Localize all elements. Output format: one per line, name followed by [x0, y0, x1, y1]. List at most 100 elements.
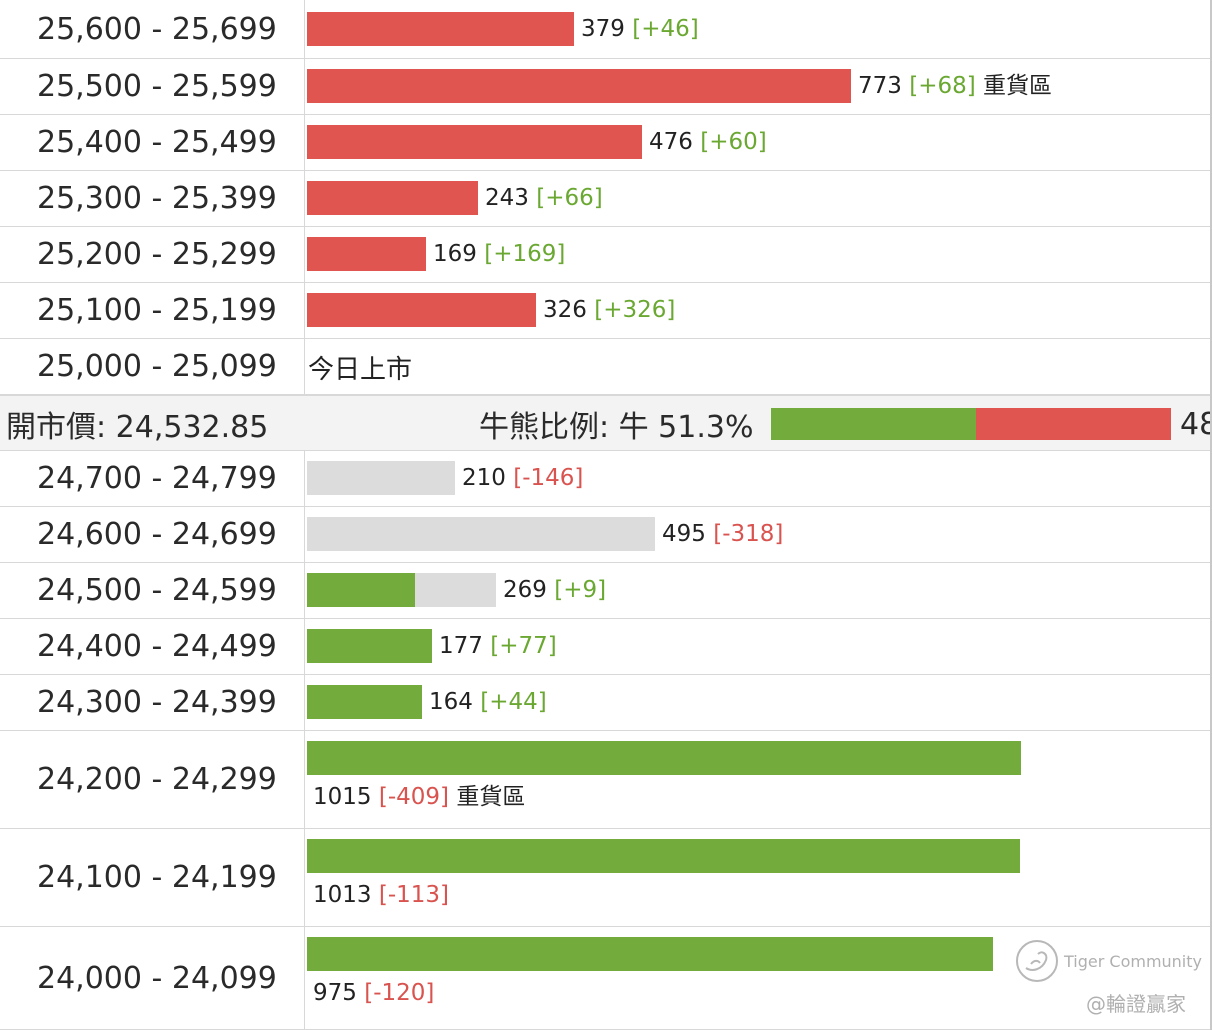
range-label: 25,500 - 25,599 [0, 59, 305, 114]
table-row: 25,400 - 25,499 476 [+60] [0, 115, 1212, 171]
change-label: [+68] [909, 73, 976, 99]
value-label: 210 [462, 465, 506, 491]
data-label: 326 [+326] [543, 293, 675, 327]
open-price-row: 開市價: 24,532.85 牛熊比例: 牛 51.3% 48 [0, 395, 1212, 451]
value-label: 177 [439, 633, 483, 659]
data-label: 1015 [-409] 重貨區 [313, 780, 525, 814]
bar [307, 937, 993, 971]
bar [307, 125, 642, 159]
table-row: 25,600 - 25,699 379 [+46] [0, 0, 1212, 59]
bar [307, 181, 478, 215]
range-label: 25,400 - 25,499 [0, 115, 305, 170]
table-right-border [1210, 0, 1212, 1030]
value-label: 1013 [313, 882, 372, 908]
range-label: 24,400 - 24,499 [0, 619, 305, 674]
bar-cell: 164 [+44] [306, 675, 1212, 730]
range-label: 24,200 - 24,299 [0, 731, 305, 828]
value-label: 169 [433, 241, 477, 267]
value-label: 476 [649, 129, 693, 155]
table-row: 25,100 - 25,199 326 [+326] [0, 283, 1212, 339]
value-label: 269 [503, 577, 547, 603]
watermark: Tiger Community @輪證贏家 [1016, 940, 1206, 1020]
data-label: 1013 [-113] [313, 878, 449, 912]
data-label: 975 [-120] [313, 976, 434, 1010]
change-label: [+46] [632, 16, 699, 42]
range-label: 24,000 - 24,099 [0, 927, 305, 1029]
value-label: 773 [858, 73, 902, 99]
range-label: 24,500 - 24,599 [0, 563, 305, 618]
table-row: 24,500 - 24,599 269 [+9] [0, 563, 1212, 619]
value-label: 495 [662, 521, 706, 547]
table-row: 24,200 - 24,299 1015 [-409] 重貨區 [0, 731, 1212, 829]
bar-cell: 210 [-146] [306, 451, 1212, 506]
change-label: [+60] [700, 129, 767, 155]
bar-cell: 今日上市 [306, 339, 1212, 394]
data-label: 210 [-146] [462, 461, 583, 495]
bar-cell: 476 [+60] [306, 115, 1212, 170]
bar [307, 741, 1021, 775]
range-label: 24,600 - 24,699 [0, 507, 305, 562]
bar-segment-bull [307, 573, 415, 607]
bar [307, 12, 574, 46]
tiger-community-logo-icon [1016, 940, 1058, 982]
table-row: 24,300 - 24,399 164 [+44] [0, 675, 1212, 731]
change-label: [+44] [480, 689, 547, 715]
change-label: [-409] [378, 784, 450, 810]
range-label: 25,600 - 25,699 [0, 0, 305, 58]
table-row: 25,500 - 25,599 773 [+68] 重貨區 [0, 59, 1212, 115]
bear-ratio-segment [976, 408, 1171, 440]
bar [307, 237, 426, 271]
bar-cell: 269 [+9] [306, 563, 1212, 618]
table-row: 24,100 - 24,199 1013 [-113] [0, 829, 1212, 927]
value-label: 379 [581, 16, 625, 42]
table-row: 24,700 - 24,799 210 [-146] [0, 451, 1212, 507]
table-row: 25,200 - 25,299 169 [+169] [0, 227, 1212, 283]
table-row: 24,600 - 24,699 495 [-318] [0, 507, 1212, 563]
bar-cell: 975 [-120] [306, 927, 1212, 1029]
change-label: [-113] [378, 882, 450, 908]
bar [307, 839, 1020, 873]
range-label: 24,100 - 24,199 [0, 829, 305, 926]
change-label: [+169] [484, 241, 566, 267]
range-label: 24,700 - 24,799 [0, 451, 305, 506]
data-label: 269 [+9] [503, 573, 606, 607]
bar-cell: 379 [+46] [306, 0, 1212, 58]
bar [307, 461, 455, 495]
bar [307, 517, 655, 551]
bar-cell: 326 [+326] [306, 283, 1212, 338]
change-label: [+66] [536, 185, 603, 211]
data-label: 177 [+77] [439, 629, 557, 663]
bar-cell: 177 [+77] [306, 619, 1212, 674]
open-price-label: 開市價: 24,532.85 [6, 410, 269, 445]
range-label: 25,300 - 25,399 [0, 171, 305, 226]
heavy-zone-label: 重貨區 [456, 784, 526, 810]
data-label: 243 [+66] [485, 181, 603, 215]
listing-note: 今日上市 [308, 355, 413, 385]
table-row: 24,400 - 24,499 177 [+77] [0, 619, 1212, 675]
table-row: 24,000 - 24,099 975 [-120] [0, 927, 1212, 1030]
heavy-zone-label: 重貨區 [983, 73, 1053, 99]
bar [307, 293, 536, 327]
range-label: 25,000 - 25,099 [0, 339, 305, 394]
bar-cell: 1013 [-113] [306, 829, 1212, 926]
value-label: 164 [429, 689, 473, 715]
data-label: 379 [+46] [581, 12, 699, 46]
bar [307, 685, 422, 719]
change-label: [+326] [594, 297, 676, 323]
bull-bear-ratio-label: 牛熊比例: 牛 51.3% [479, 410, 754, 445]
change-label: [-120] [364, 980, 435, 1006]
data-label: 164 [+44] [429, 685, 547, 719]
value-label: 975 [313, 980, 357, 1006]
range-label: 25,100 - 25,199 [0, 283, 305, 338]
data-label: 495 [-318] [662, 517, 783, 551]
value-label: 326 [543, 297, 587, 323]
bar-cell: 495 [-318] [306, 507, 1212, 562]
bar [307, 629, 432, 663]
bull-ratio-segment [771, 408, 976, 440]
watermark-brand: Tiger Community [1064, 952, 1202, 971]
range-label: 24,300 - 24,399 [0, 675, 305, 730]
bar-cell: 1015 [-409] 重貨區 [306, 731, 1212, 828]
data-label: 773 [+68] 重貨區 [858, 69, 1052, 103]
change-label: [-146] [513, 465, 584, 491]
table-row: 25,000 - 25,099 今日上市 [0, 339, 1212, 395]
